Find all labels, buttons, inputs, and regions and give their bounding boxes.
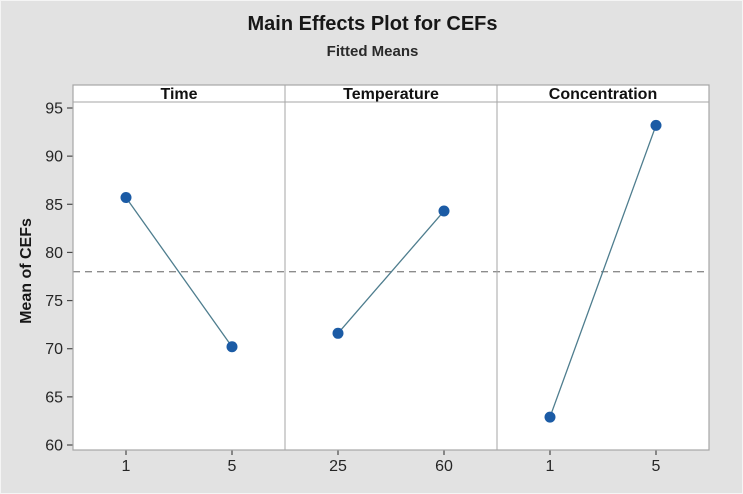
panel-label-concentration: Concentration bbox=[549, 86, 657, 103]
plot-background bbox=[73, 102, 709, 450]
panel-label-temperature: Temperature bbox=[343, 86, 439, 103]
data-point-time-1 bbox=[120, 192, 132, 204]
x-tick-label: 60 bbox=[435, 458, 453, 475]
y-tick-label: 90 bbox=[45, 149, 63, 166]
panel-label-time: Time bbox=[160, 86, 197, 103]
chart-subtitle: Fitted Means bbox=[326, 43, 419, 60]
y-tick-label: 80 bbox=[45, 245, 63, 262]
x-tick-label: 25 bbox=[329, 458, 347, 475]
panel-header-strip bbox=[73, 85, 709, 102]
x-tick-label: 1 bbox=[546, 458, 555, 475]
x-tick-label: 1 bbox=[122, 458, 131, 475]
y-axis-label: Mean of CEFs bbox=[18, 218, 35, 324]
chart-title: Main Effects Plot for CEFs bbox=[247, 13, 498, 35]
data-point-time-5 bbox=[226, 341, 238, 353]
y-tick-label: 60 bbox=[45, 438, 63, 455]
x-tick-label: 5 bbox=[652, 458, 661, 475]
y-tick-label: 70 bbox=[45, 341, 63, 358]
data-point-temperature-60 bbox=[438, 205, 450, 217]
data-point-temperature-25 bbox=[332, 327, 344, 339]
series-line-concentration bbox=[549, 125, 657, 418]
y-tick-label: 65 bbox=[45, 389, 63, 406]
y-tick-label: 85 bbox=[45, 197, 63, 214]
data-point-concentration-5 bbox=[650, 119, 662, 131]
y-tick-label: 95 bbox=[45, 101, 63, 118]
series-line-temperature bbox=[337, 210, 445, 334]
series-line-time bbox=[125, 197, 233, 348]
data-point-concentration-1 bbox=[544, 411, 556, 423]
y-tick-label: 75 bbox=[45, 293, 63, 310]
plot-frame bbox=[72, 84, 710, 451]
x-tick-label: 5 bbox=[228, 458, 237, 475]
